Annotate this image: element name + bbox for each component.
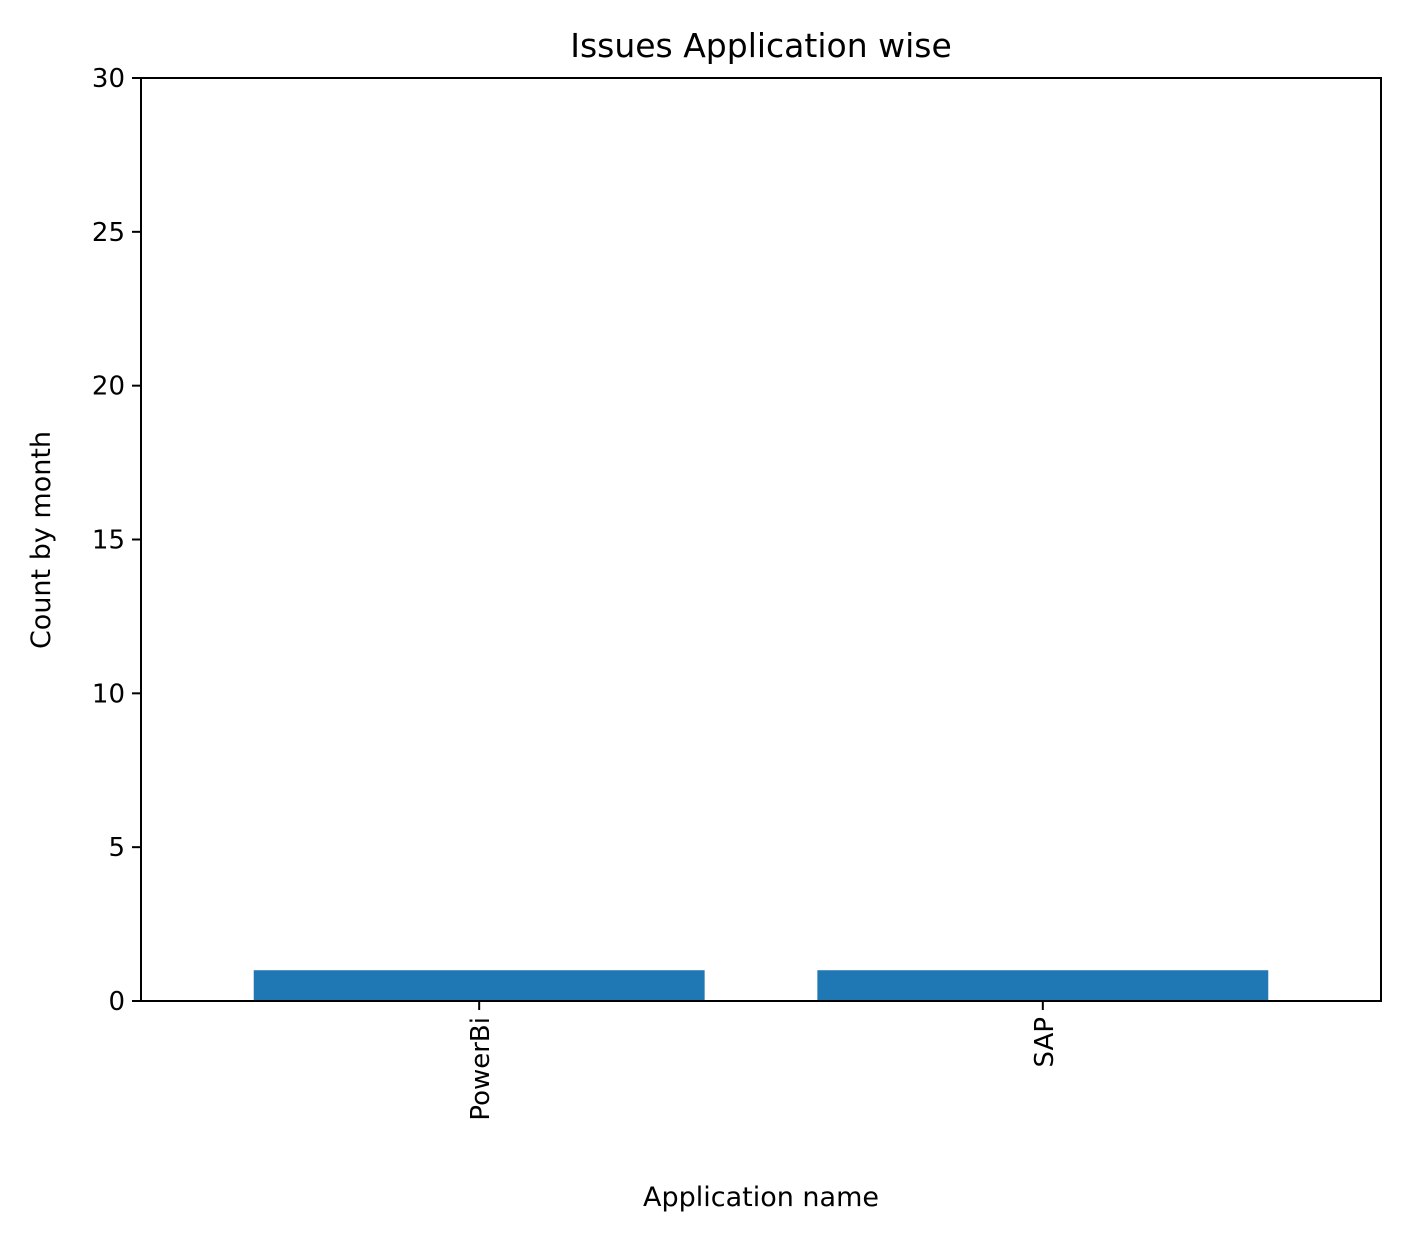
chart-title: Issues Application wise (570, 26, 952, 65)
y-tick-label-15: 15 (92, 526, 125, 556)
y-tick-label-5: 5 (108, 833, 125, 863)
x-tick-label-sap: SAP (1030, 1017, 1060, 1067)
plot-frame (140, 77, 1382, 1002)
bar-powerbi (253, 970, 705, 1001)
y-axis: 0 5 10 15 20 25 30 (92, 64, 141, 1017)
x-axis: PowerBi SAP (466, 1001, 1060, 1121)
y-tick-label-30: 30 (92, 64, 125, 94)
x-axis-label: Application name (643, 1182, 879, 1213)
y-tick-label-0: 0 (108, 987, 125, 1017)
y-axis-label: Count by month (26, 431, 57, 649)
bars-group (253, 970, 1269, 1001)
bar-sap (817, 970, 1269, 1001)
y-tick-label-25: 25 (92, 218, 125, 248)
y-tick-label-10: 10 (92, 679, 125, 709)
y-tick-label-20: 20 (92, 372, 125, 402)
x-tick-label-powerbi: PowerBi (466, 1017, 496, 1121)
